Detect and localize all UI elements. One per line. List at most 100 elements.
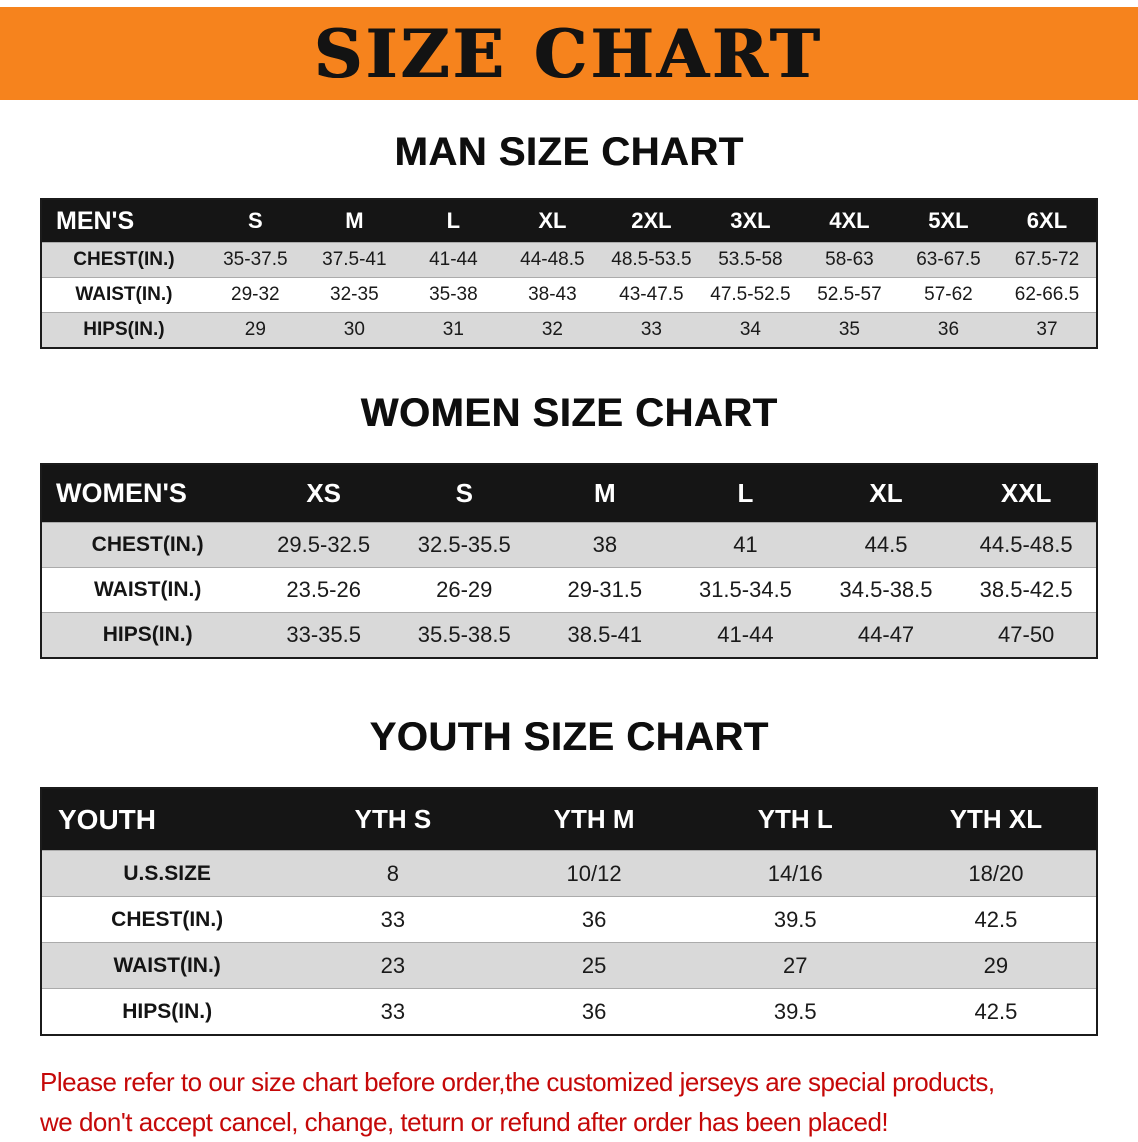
youth-size-table: YOUTH YTH S YTH M YTH L YTH XL U.S.SIZE 8 10/12…	[40, 787, 1098, 1036]
measurement-row: U.S.SIZE 8 10/12 14/16 18/20	[41, 850, 1097, 897]
measurement-value-cell: 14/16	[694, 850, 896, 897]
measurement-value-cell: 29	[895, 942, 1097, 989]
row-label-cell: CHEST(IN.)	[41, 242, 206, 278]
men-size-table: MEN'S S M L XL 2XL 3XL 4XL 5XL 6XL CHEST(IN.) 35-37…	[40, 198, 1098, 349]
measurement-value-cell: 23.5-26	[253, 567, 394, 613]
measurement-value-cell: 27	[694, 942, 896, 989]
measurement-value-cell: 31.5-34.5	[675, 567, 816, 613]
measurement-value-cell: 34.5-38.5	[815, 567, 957, 613]
measurement-value-cell: 47-50	[956, 612, 1097, 658]
measurement-value-cell: 42.5	[895, 988, 1097, 1035]
size-chart-page: SIZE CHART MAN SIZE CHART MEN'S S M L XL 2XL 3…	[0, 7, 1138, 1142]
measurement-value-cell: 37	[997, 312, 1097, 348]
disclaimer-line-1: Please refer to our size chart before or…	[40, 1067, 995, 1097]
row-label-cell: CHEST(IN.)	[41, 896, 293, 943]
row-label-cell: U.S.SIZE	[41, 850, 293, 897]
measurement-row: HIPS(IN.) 29 30 31 32 33 34 35 36 37	[41, 312, 1097, 348]
measurement-value-cell: 35-38	[403, 277, 503, 313]
measurement-value-cell: 32.5-35.5	[393, 522, 535, 568]
measurement-value-cell: 29-32	[205, 277, 305, 313]
size-column-header: S	[393, 464, 535, 523]
measurement-value-cell: 36	[493, 988, 695, 1035]
measurement-value-cell: 8	[292, 850, 494, 897]
measurement-value-cell: 42.5	[895, 896, 1097, 943]
size-column-header: 4XL	[799, 199, 899, 243]
measurement-value-cell: 63-67.5	[898, 242, 998, 278]
women-size-table: WOMEN'S XS S M L XL XXL CHEST(IN.) 29.5-32.5 32.5…	[40, 463, 1098, 659]
size-column-header: XS	[253, 464, 394, 523]
measurement-value-cell: 26-29	[393, 567, 535, 613]
row-label-cell: WAIST(IN.)	[41, 942, 293, 989]
men-section-heading: MAN SIZE CHART	[394, 130, 744, 174]
measurement-value-cell: 31	[403, 312, 503, 348]
measurement-value-cell: 25	[493, 942, 695, 989]
measurement-value-cell: 52.5-57	[799, 277, 899, 313]
measurement-value-cell: 38-43	[502, 277, 602, 313]
measurement-value-cell: 36	[898, 312, 998, 348]
size-column-header: XXL	[956, 464, 1097, 523]
measurement-row: HIPS(IN.) 33 36 39.5 42.5	[41, 988, 1097, 1035]
measurement-value-cell: 30	[304, 312, 404, 348]
table-header-row: MEN'S S M L XL 2XL 3XL 4XL 5XL 6XL	[41, 199, 1097, 243]
banner-title: SIZE CHART	[314, 14, 824, 93]
measurement-row: WAIST(IN.) 29-32 32-35 35-38 38-43 43-47.5 47.…	[41, 277, 1097, 313]
measurement-value-cell: 39.5	[694, 896, 896, 943]
women-section-heading: WOMEN SIZE CHART	[360, 391, 778, 435]
measurement-value-cell: 39.5	[694, 988, 896, 1035]
measurement-value-cell: 10/12	[493, 850, 695, 897]
measurement-value-cell: 41	[675, 522, 816, 568]
size-column-header: 2XL	[601, 199, 701, 243]
table-title-cell: WOMEN'S	[41, 464, 254, 523]
measurement-value-cell: 43-47.5	[601, 277, 701, 313]
banner: SIZE CHART	[0, 7, 1138, 100]
row-label-cell: HIPS(IN.)	[41, 988, 293, 1035]
measurement-value-cell: 41-44	[675, 612, 816, 658]
youth-section-heading: YOUTH SIZE CHART	[369, 715, 769, 759]
measurement-value-cell: 38.5-41	[534, 612, 676, 658]
measurement-value-cell: 35.5-38.5	[393, 612, 535, 658]
measurement-value-cell: 33	[292, 988, 494, 1035]
size-column-header: 3XL	[700, 199, 800, 243]
measurement-value-cell: 29-31.5	[534, 567, 676, 613]
measurement-value-cell: 44-48.5	[502, 242, 602, 278]
measurement-value-cell: 29	[205, 312, 305, 348]
measurement-row: WAIST(IN.) 23.5-26 26-29 29-31.5 31.5-34.5 34…	[41, 567, 1097, 613]
measurement-value-cell: 57-62	[898, 277, 998, 313]
measurement-value-cell: 37.5-41	[304, 242, 404, 278]
size-column-header: L	[403, 199, 503, 243]
measurement-value-cell: 32	[502, 312, 602, 348]
measurement-value-cell: 32-35	[304, 277, 404, 313]
size-column-header: 6XL	[997, 199, 1097, 243]
size-column-header: M	[304, 199, 404, 243]
measurement-value-cell: 38.5-42.5	[956, 567, 1097, 613]
table-title-cell: MEN'S	[41, 199, 206, 243]
measurement-row: CHEST(IN.) 33 36 39.5 42.5	[41, 896, 1097, 943]
row-label-cell: HIPS(IN.)	[41, 612, 254, 658]
measurement-value-cell: 34	[700, 312, 800, 348]
measurement-value-cell: 67.5-72	[997, 242, 1097, 278]
table-header-row: YOUTH YTH S YTH M YTH L YTH XL	[41, 788, 1097, 851]
measurement-value-cell: 29.5-32.5	[253, 522, 394, 568]
measurement-row: CHEST(IN.) 35-37.5 37.5-41 41-44 44-48.5 48.5…	[41, 242, 1097, 278]
measurement-value-cell: 44.5-48.5	[956, 522, 1097, 568]
measurement-value-cell: 44.5	[815, 522, 957, 568]
measurement-value-cell: 53.5-58	[700, 242, 800, 278]
size-column-header: YTH XL	[895, 788, 1097, 851]
measurement-value-cell: 33	[601, 312, 701, 348]
size-column-header: YTH S	[292, 788, 494, 851]
measurement-value-cell: 33	[292, 896, 494, 943]
measurement-value-cell: 38	[534, 522, 676, 568]
table-title-cell: YOUTH	[41, 788, 293, 851]
measurement-row: WAIST(IN.) 23 25 27 29	[41, 942, 1097, 989]
size-column-header: 5XL	[898, 199, 998, 243]
size-column-header: S	[205, 199, 305, 243]
measurement-row: CHEST(IN.) 29.5-32.5 32.5-35.5 38 41 44.5 44.5…	[41, 522, 1097, 568]
row-label-cell: CHEST(IN.)	[41, 522, 254, 568]
measurement-value-cell: 47.5-52.5	[700, 277, 800, 313]
size-column-header: YTH L	[694, 788, 896, 851]
disclaimer-line-2: we don't accept cancel, change, teturn o…	[40, 1107, 889, 1137]
measurement-value-cell: 41-44	[403, 242, 503, 278]
size-column-header: XL	[502, 199, 602, 243]
size-column-header: M	[534, 464, 676, 523]
size-column-header: YTH M	[493, 788, 695, 851]
